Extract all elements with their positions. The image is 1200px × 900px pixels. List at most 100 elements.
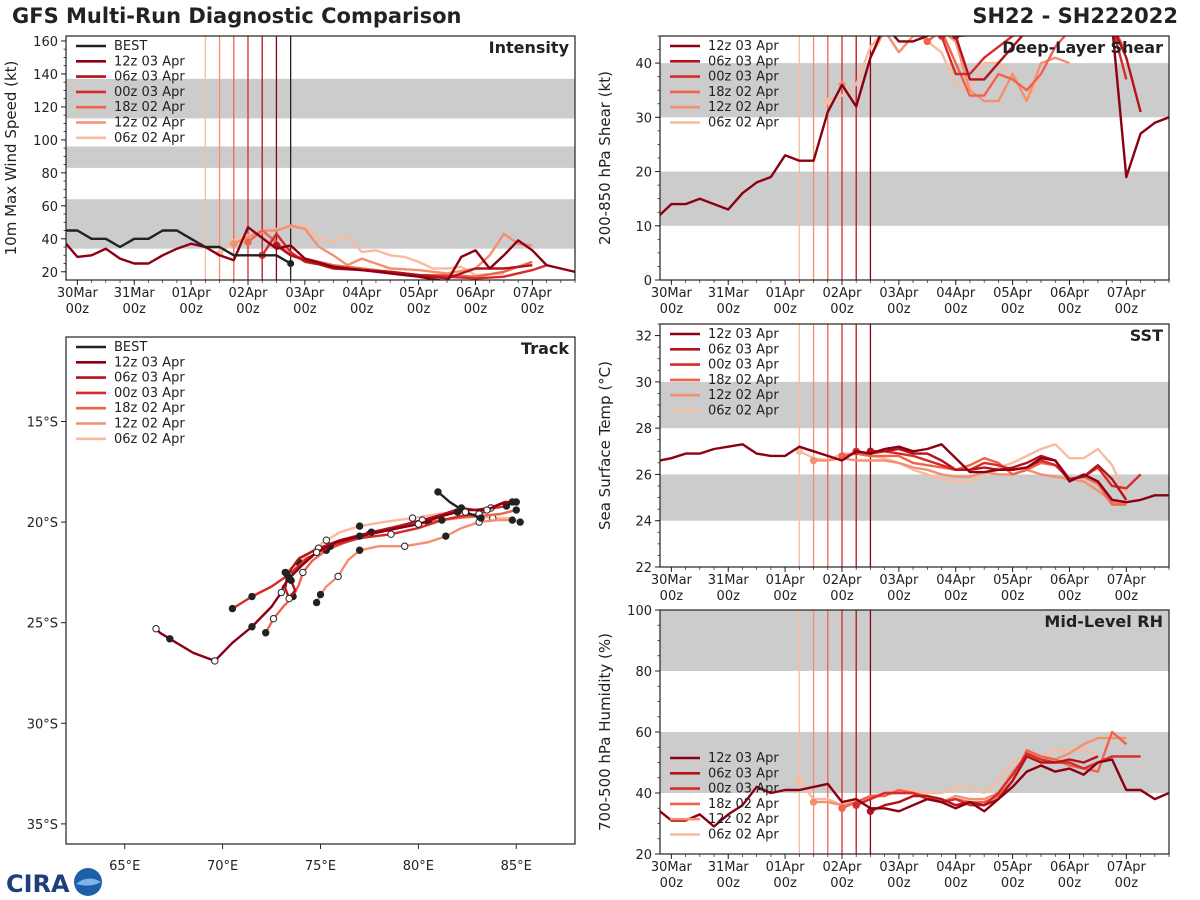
- y-tick-label: 26: [635, 468, 652, 483]
- x-tick-label: 00z: [1115, 302, 1139, 317]
- track-point-marker: [334, 572, 342, 581]
- legend-entry: 12z 03 Apr: [114, 54, 185, 69]
- plot-area: [152, 488, 524, 665]
- plot-frame: [659, 323, 1170, 568]
- panel-title: Track: [521, 339, 569, 358]
- y-tick-label: 60: [635, 726, 652, 741]
- legend-entry: 18z 02 Apr: [708, 85, 779, 100]
- x-tick-label: 05Apr: [993, 573, 1033, 588]
- track-point-marker: [166, 635, 174, 643]
- y-tick-label: 30: [635, 111, 652, 126]
- x-tick-label: 06Apr: [1050, 860, 1090, 875]
- track-point-marker: [355, 522, 364, 530]
- plot-background: [66, 337, 575, 844]
- y-tick-label: 100: [33, 134, 58, 149]
- panel-title: Mid-Level RH: [1044, 612, 1163, 631]
- y-tick-label: 20: [635, 166, 652, 181]
- x-tick-label: 01Apr: [766, 860, 806, 875]
- track-point-marker: [248, 623, 256, 631]
- y-tick-label: 15°S: [27, 416, 58, 431]
- x-tick-label: 06Apr: [1050, 286, 1090, 301]
- x-tick-label: 00z: [944, 589, 968, 604]
- track-point-marker: [355, 546, 364, 554]
- x-tick-label: 07Apr: [1107, 286, 1147, 301]
- track-point-marker: [453, 508, 462, 516]
- y-tick-label: 140: [33, 68, 58, 83]
- y-tick-label: 28: [635, 422, 652, 437]
- x-tick-label: 31Mar: [708, 573, 750, 588]
- series-line: [855, 752, 1141, 807]
- x-tick-label: 80°E: [403, 859, 434, 874]
- track-point-marker: [248, 592, 256, 601]
- x-tick-label: 02Apr: [822, 860, 862, 875]
- series-line: [660, 36, 1169, 216]
- x-tick-label: 00z: [464, 302, 488, 317]
- x-tick-label: 00z: [660, 589, 684, 604]
- series-line: [660, 443, 1169, 504]
- x-tick-label: 02Apr: [228, 286, 268, 301]
- x-tick-label: 00z: [1058, 589, 1082, 604]
- x-tick-label: 04Apr: [342, 286, 382, 301]
- series-start-marker: [923, 37, 931, 46]
- series-start-marker: [230, 240, 238, 248]
- x-tick-label: 00z: [236, 302, 260, 317]
- x-tick-label: 01Apr: [766, 573, 806, 588]
- legend-entry: 06z 02 Apr: [708, 404, 779, 419]
- legend-entry: 12z 02 Apr: [708, 812, 779, 827]
- series-line: [233, 224, 533, 275]
- legend-entry: 12z 02 Apr: [708, 388, 779, 403]
- x-tick-label: 07Apr: [513, 286, 553, 301]
- x-tick-label: 00z: [1001, 302, 1025, 317]
- track-point-marker: [152, 625, 160, 633]
- x-tick-label: 01Apr: [172, 286, 212, 301]
- x-tick-label: 00z: [123, 302, 147, 317]
- x-tick-label: 03Apr: [285, 286, 325, 301]
- track-point-marker: [299, 568, 307, 577]
- y-tick-label: 20: [41, 266, 58, 281]
- x-tick-label: 75°E: [305, 859, 336, 874]
- legend-entry: 06z 02 Apr: [114, 131, 185, 146]
- x-tick-label: 31Mar: [708, 286, 750, 301]
- x-tick-label: 00z: [1058, 876, 1082, 891]
- panel-shear: 01020304030Mar00z31Mar00z01Apr00z02Apr00…: [596, 35, 1170, 317]
- x-tick-label: 04Apr: [936, 860, 976, 875]
- x-tick-label: 05Apr: [399, 286, 439, 301]
- series-line: [940, 36, 1128, 80]
- x-tick-label: 30Mar: [57, 286, 99, 301]
- x-tick-label: 70°E: [207, 859, 238, 874]
- y-tick-label: 35°S: [27, 818, 58, 833]
- x-tick-label: 00z: [773, 876, 797, 891]
- track-point-marker: [322, 536, 331, 544]
- legend-entry: 00z 03 Apr: [708, 70, 779, 85]
- x-tick-label: 30Mar: [651, 286, 693, 301]
- series-start-marker: [809, 798, 818, 806]
- y-tick-label: 20°S: [27, 516, 58, 531]
- track-point-marker: [483, 506, 491, 514]
- panel-track: 15°S 20°S 25°S 30°S 35°S 65°E 70°E 75°E 80°E 85°E…: [27, 336, 576, 874]
- x-tick-label: 06Apr: [1050, 573, 1090, 588]
- track-point-marker: [285, 574, 293, 583]
- logo-text: CIRA: [6, 870, 70, 898]
- track-point-marker: [477, 514, 485, 522]
- x-tick-label: 03Apr: [879, 286, 919, 301]
- x-tick-label: 02Apr: [822, 286, 862, 301]
- x-tick-label: 00z: [350, 302, 374, 317]
- x-tick-label: 00z: [887, 589, 911, 604]
- legend-entry: BEST: [114, 340, 147, 355]
- plot-area: [660, 610, 1169, 854]
- series-start-marker: [838, 804, 846, 812]
- y-tick-label: 80: [635, 665, 652, 680]
- x-tick-label: 00z: [773, 589, 797, 604]
- legend-entry: 06z 03 Apr: [708, 766, 779, 781]
- y-axis-label: 700-500 hPa Humidity (%): [596, 633, 614, 831]
- series-line: [954, 36, 1142, 113]
- legend-entry: 18z 02 Apr: [708, 373, 779, 388]
- series-start-marker: [244, 238, 252, 246]
- logo-swirl-icon: [76, 878, 101, 886]
- track-point-marker: [355, 532, 364, 540]
- series-start-marker: [937, 36, 946, 40]
- threshold-band: [66, 78, 575, 119]
- legend-entry: 12z 02 Apr: [708, 100, 779, 115]
- y-tick-label: 120: [33, 101, 58, 116]
- y-tick-label: 40: [635, 787, 652, 802]
